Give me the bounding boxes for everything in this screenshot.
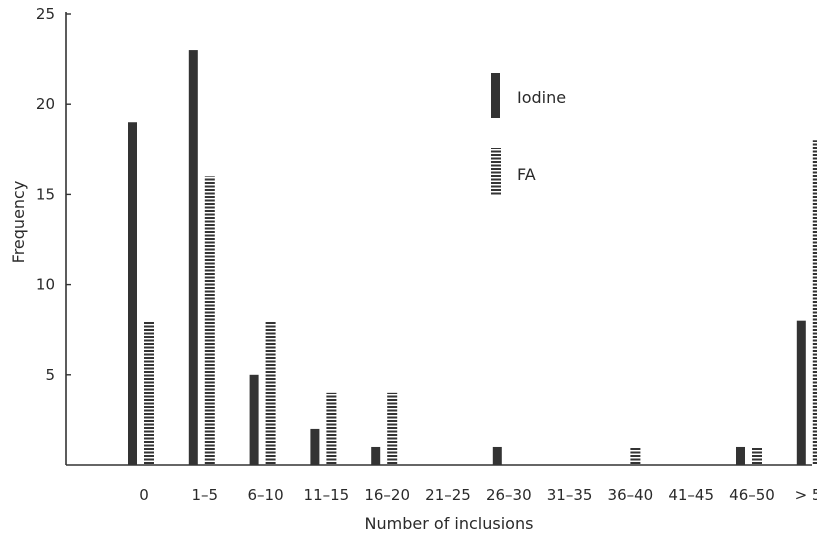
y-tick-label-20: 20: [36, 95, 55, 113]
bar-iodine-3: [310, 428, 320, 465]
bar-fa-0: [144, 320, 154, 465]
bar-iodine-6: [492, 446, 502, 465]
bars: [128, 50, 817, 466]
x-tick-label-1: 1–5: [192, 486, 219, 504]
y-axis-title: Frequency: [9, 181, 28, 264]
bar-iodine-1: [188, 50, 198, 466]
x-tick-label-4: 16–20: [364, 486, 410, 504]
bar-iodine-0: [128, 122, 137, 466]
x-tick-label-3: 11–15: [304, 486, 350, 504]
x-tick-label-8: 36–40: [608, 486, 654, 504]
y-tick-label-5: 5: [45, 366, 55, 384]
x-tick-label-10: 46–50: [729, 486, 775, 504]
x-tick-label-0: 0: [139, 486, 149, 504]
bar-iodine-11: [796, 320, 806, 465]
bar-fa-1: [204, 176, 215, 466]
bar-iodine-4: [371, 446, 381, 465]
bar-fa-10: [752, 446, 762, 465]
x-axis-title: Number of inclusions: [365, 514, 534, 533]
x-tick-label-5: 21–25: [425, 486, 471, 504]
x-tick-label-6: 26–30: [486, 486, 532, 504]
legend-swatch-fa: [491, 148, 501, 196]
bar-fa-2: [265, 320, 276, 465]
legend-swatch-iodine: [491, 73, 500, 118]
y-tick-label-15: 15: [36, 185, 55, 203]
y-axis: 5 10 15 20 25: [36, 5, 71, 465]
x-tick-label-9: 41–45: [668, 486, 714, 504]
legend-label-fa: FA: [517, 165, 536, 184]
y-tick-label-10: 10: [36, 276, 55, 294]
x-tick-label-2: 6–10: [248, 486, 284, 504]
bar-iodine-2: [249, 374, 259, 465]
x-tick-label-7: 31–35: [547, 486, 593, 504]
legend-label-iodine: Iodine: [517, 88, 566, 107]
y-tick-label-25: 25: [36, 5, 55, 23]
legend: Iodine FA: [491, 73, 566, 196]
bar-fa-11: [812, 140, 817, 465]
bar-fa-3: [326, 392, 337, 465]
bar-fa-8: [630, 446, 641, 465]
bar-iodine-10: [736, 446, 745, 465]
bar-fa-4: [387, 392, 398, 465]
x-tick-label-11: > 50: [795, 486, 817, 504]
x-axis: 0 1–5 6–10 11–15 16–20 21–25 26–30 31–35 36–40 41…: [66, 464, 817, 504]
